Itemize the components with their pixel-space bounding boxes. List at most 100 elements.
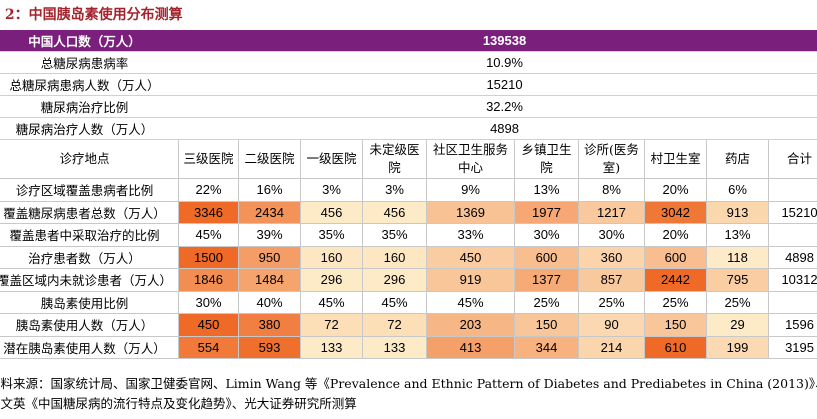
summary-label: 总糖尿病患病率 xyxy=(0,51,179,74)
cell: 39% xyxy=(238,223,301,247)
summary-label: 总糖尿病患病人数（万人） xyxy=(0,73,179,96)
cell: 45% xyxy=(426,290,515,314)
column-header: 合计 xyxy=(767,139,817,179)
cell: 25% xyxy=(644,290,707,314)
cell: 40% xyxy=(238,290,301,314)
summary-value: 32.2% xyxy=(178,95,817,118)
cell: 133 xyxy=(300,335,363,359)
cell: 10312 xyxy=(767,268,817,292)
row-label: 诊疗区域覆盖患病者比例 xyxy=(0,178,179,202)
summary-value: 15210 xyxy=(178,73,817,96)
row-label: 覆盖区域内未就诊患者（万人） xyxy=(0,268,179,292)
cell: 45% xyxy=(178,223,239,247)
summary-label: 糖尿病治疗人数（万人） xyxy=(0,117,179,140)
cell: 118 xyxy=(706,245,769,269)
cell: 72 xyxy=(300,313,363,337)
row-label: 潜在胰岛素使用人数（万人） xyxy=(0,335,179,359)
summary-label: 中国人口数（万人） xyxy=(0,30,179,52)
cell: 6% xyxy=(706,178,769,202)
cell: 30% xyxy=(578,223,645,247)
cell: 3% xyxy=(362,178,427,202)
cell: 2434 xyxy=(238,200,301,224)
cell: 16% xyxy=(238,178,301,202)
column-header: 社区卫生服务中心 xyxy=(426,139,515,179)
summary-label: 糖尿病治疗比例 xyxy=(0,95,179,118)
cell: 25% xyxy=(514,290,579,314)
cell: 203 xyxy=(426,313,515,337)
cell: 25% xyxy=(706,290,769,314)
cell: 160 xyxy=(362,245,427,269)
data-row: 覆盖区域内未就诊患者（万人） 1846 1484 296 296 919 1377 857 24… xyxy=(0,268,817,292)
data-row: 覆盖糖尿病患者总数（万人） 3346 2434 456 456 1369 1977 1217 3… xyxy=(0,200,817,224)
cell: 610 xyxy=(644,335,707,359)
cell: 1977 xyxy=(514,200,579,224)
cell: 857 xyxy=(578,268,645,292)
cell: 160 xyxy=(300,245,363,269)
cell xyxy=(767,223,817,247)
row-label: 覆盖患者中采取治疗的比例 xyxy=(0,223,179,247)
cell: 554 xyxy=(178,335,239,359)
cell: 15210 xyxy=(767,200,817,224)
cell: 29 xyxy=(706,313,769,337)
cell: 919 xyxy=(426,268,515,292)
row-label: 覆盖糖尿病患者总数（万人） xyxy=(0,200,179,224)
cell: 45% xyxy=(300,290,363,314)
column-header: 三级医院 xyxy=(178,139,239,179)
cell: 1500 xyxy=(178,245,239,269)
cell: 600 xyxy=(644,245,707,269)
cell: 600 xyxy=(514,245,579,269)
summary-row: 糖尿病治疗人数（万人） 4898 xyxy=(0,117,817,140)
row-label: 胰岛素使用比例 xyxy=(0,290,179,314)
cell: 30% xyxy=(514,223,579,247)
column-header: 二级医院 xyxy=(238,139,301,179)
row-label: 治疗患者数（万人） xyxy=(0,245,179,269)
cell: 22% xyxy=(178,178,239,202)
row-label: 胰岛素使用人数（万人） xyxy=(0,313,179,337)
cell: 296 xyxy=(300,268,363,292)
cell: 20% xyxy=(644,223,707,247)
cell: 593 xyxy=(238,335,301,359)
summary-row: 糖尿病治疗比例 32.2% xyxy=(0,95,817,118)
cell: 950 xyxy=(238,245,301,269)
cell: 296 xyxy=(362,268,427,292)
cell: 456 xyxy=(300,200,363,224)
summary-value: 139538 xyxy=(178,30,817,52)
cell: 344 xyxy=(514,335,579,359)
column-header: 药店 xyxy=(706,139,769,179)
cell: 1596 xyxy=(767,313,817,337)
cell: 8% xyxy=(578,178,645,202)
cell: 9% xyxy=(426,178,515,202)
cell: 413 xyxy=(426,335,515,359)
cell: 150 xyxy=(644,313,707,337)
data-row: 诊疗区域覆盖患病者比例 22% 16% 3% 3% 9% 13% 8% 20% 6% xyxy=(0,178,817,202)
cell: 133 xyxy=(362,335,427,359)
data-row: 潜在胰岛素使用人数（万人） 554 593 133 133 413 344 214 610 199… xyxy=(0,335,817,359)
cell: 1217 xyxy=(578,200,645,224)
table: 中国人口数（万人） 139538 总糖尿病患病率 10.9% 总糖尿病患病人数（万人） 1… xyxy=(0,30,817,359)
cell: 35% xyxy=(300,223,363,247)
cell: 25% xyxy=(578,290,645,314)
column-header: 诊疗地点 xyxy=(0,139,179,179)
cell: 35% xyxy=(362,223,427,247)
cell: 199 xyxy=(706,335,769,359)
data-row: 覆盖患者中采取治疗的比例 45% 39% 35% 35% 33% 30% 30% 20% 13% xyxy=(0,223,817,247)
cell: 913 xyxy=(706,200,769,224)
cell: 1484 xyxy=(238,268,301,292)
cell: 3042 xyxy=(644,200,707,224)
column-header: 未定级医院 xyxy=(362,139,427,179)
cell: 456 xyxy=(362,200,427,224)
cell: 1846 xyxy=(178,268,239,292)
cell: 3% xyxy=(300,178,363,202)
table-wrap: 中国人口数（万人） 139538 总糖尿病患病率 10.9% 总糖尿病患病人数（万人） 1… xyxy=(0,30,817,359)
cell xyxy=(767,178,817,202)
cell: 1369 xyxy=(426,200,515,224)
cell: 2442 xyxy=(644,268,707,292)
summary-row: 中国人口数（万人） 139538 xyxy=(0,30,817,52)
data-row: 胰岛素使用比例 30% 40% 45% 45% 45% 25% 25% 25% 25% xyxy=(0,290,817,314)
cell: 72 xyxy=(362,313,427,337)
column-header: 一级医院 xyxy=(300,139,363,179)
cell: 45% xyxy=(362,290,427,314)
summary-value: 4898 xyxy=(178,117,817,140)
cell: 30% xyxy=(178,290,239,314)
